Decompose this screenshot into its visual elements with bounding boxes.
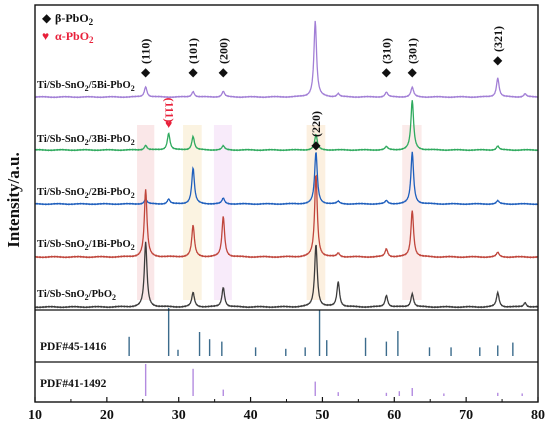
peak-label: (110) (139, 39, 153, 64)
peak-label: (111) (163, 98, 177, 123)
highlight-band (137, 125, 155, 300)
x-tick-label: 30 (172, 408, 186, 423)
xrd-series-line (34, 20, 539, 99)
legend-label: α-PbO2 (55, 29, 94, 45)
highlight-bands (137, 125, 422, 300)
series-layer: Ti/Sb-SnO2/5Bi-PbO2 Ti/Sb-SnO2/3Bi-PbO2 Ti… (34, 20, 539, 309)
x-tick-label: 70 (459, 408, 473, 423)
y-axis-label: Intensity/a.u. (4, 152, 23, 247)
x-axis-ticks: 10 20 30 40 50 60 70 80 (28, 397, 545, 423)
reference-layer: PDF#45-1416 PDF#41-1492 (35, 308, 538, 396)
xrd-series-line (34, 151, 539, 206)
series-label: Ti/Sb-SnO2/1Bi-PbO2 (37, 239, 135, 252)
series-label: Ti/Sb-SnO2/PbO2 (37, 289, 116, 302)
x-tick-label: 10 (28, 408, 42, 423)
xrd-series-line (34, 100, 539, 152)
xrd-series-line (34, 174, 539, 259)
peak-label: (101) (186, 38, 200, 64)
legend: ◆ β-PbO2 ♥ α-PbO2 (42, 11, 94, 45)
diamond-marker-icon: ◆ (219, 65, 229, 79)
x-tick-label: 50 (315, 408, 329, 423)
highlight-band (183, 125, 202, 300)
series-label: Ti/Sb-SnO2/3Bi-PbO2 (37, 134, 135, 147)
diamond-marker-icon: ◆ (311, 138, 321, 152)
diamond-marker-icon: ◆ (408, 65, 418, 79)
reference-label: PDF#41-1492 (40, 378, 107, 390)
heart-marker-icon: ♥ (165, 117, 172, 131)
highlight-band (213, 125, 232, 300)
xrd-series-line (34, 241, 539, 309)
peak-label: (310) (379, 38, 393, 64)
peak-label: (200) (216, 38, 230, 64)
series-label: Ti/Sb-SnO2/5Bi-PbO2 (37, 80, 135, 93)
highlight-band (306, 125, 326, 300)
peak-label: (321) (491, 26, 505, 52)
diamond-marker-icon: ◆ (188, 65, 198, 79)
diamond-marker-icon: ◆ (382, 65, 392, 79)
diamond-marker-icon: ◆ (141, 65, 151, 79)
heart-legend-icon: ♥ (42, 29, 49, 43)
reference-label: PDF#45-1416 (40, 341, 107, 353)
x-tick-label: 20 (100, 408, 114, 423)
legend-label: β-PbO2 (55, 11, 94, 27)
diamond-legend-icon: ◆ (42, 11, 52, 25)
diamond-marker-icon: ◆ (493, 53, 503, 67)
x-tick-label: 80 (531, 408, 545, 423)
x-tick-label: 60 (387, 408, 401, 423)
peak-annotation-layer: ◆(110)◆(101)◆(200)◆(310)◆(301) ◆(321)♥(11… (139, 26, 505, 152)
peak-label: (301) (405, 38, 419, 64)
series-label: Ti/Sb-SnO2/2Bi-PbO2 (37, 187, 135, 200)
x-tick-label: 40 (244, 408, 258, 423)
peak-label: (220) (309, 111, 323, 137)
